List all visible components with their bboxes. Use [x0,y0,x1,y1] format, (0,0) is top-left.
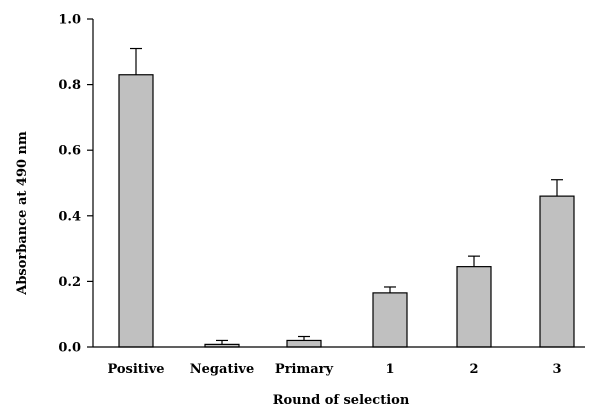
y-tick-label: 0.0 [58,341,81,356]
y-ticks: 0.0 0.2 0.4 0.6 0.8 1.0 [58,13,93,356]
x-tick-label: Negative [190,362,254,377]
bar-primary [286,339,322,348]
y-tick-label: 1.0 [58,13,81,28]
error-bars-layer [130,47,563,345]
bar-positive [118,74,154,348]
bars-layer [118,74,575,348]
x-tick-label: 3 [552,362,561,377]
y-tick-label: 0.6 [58,144,81,159]
x-tick-label: 1 [385,362,394,377]
y-tick-label: 0.2 [58,275,81,290]
x-ticks: Positive Negative Primary 1 2 3 [107,362,561,377]
y-tick-label: 0.4 [58,209,81,224]
bar-2 [456,266,492,348]
y-tick-label: 0.8 [58,78,81,93]
x-tick-label: Primary [275,362,334,377]
bar-1 [372,292,408,348]
y-axis-title: Absorbance at 490 nm [15,131,30,296]
x-axis-title: Round of selection [273,393,410,408]
x-tick-label: Positive [107,362,164,377]
bar-3 [539,195,575,348]
x-tick-label: 2 [469,362,478,377]
